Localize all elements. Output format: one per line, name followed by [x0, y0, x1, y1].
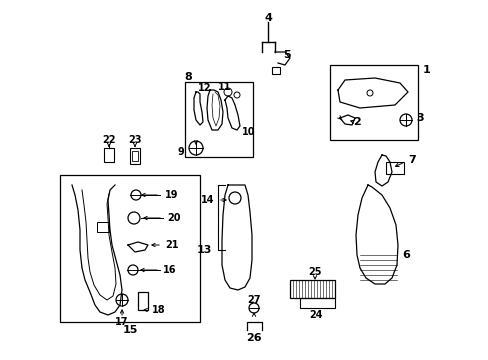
Bar — [138, 292, 148, 310]
Bar — [329, 65, 417, 140]
Text: 19: 19 — [164, 190, 178, 200]
Text: 23: 23 — [128, 135, 142, 145]
Text: 4: 4 — [264, 13, 271, 23]
Bar — [60, 175, 200, 322]
Text: 14: 14 — [200, 195, 214, 205]
Text: 18: 18 — [152, 305, 165, 315]
Text: 5: 5 — [283, 50, 290, 60]
Text: 27: 27 — [247, 295, 260, 305]
Bar — [132, 151, 138, 161]
Text: 22: 22 — [102, 135, 116, 145]
Text: 15: 15 — [122, 325, 138, 335]
Text: 21: 21 — [164, 240, 178, 250]
Bar — [130, 148, 140, 164]
Text: 6: 6 — [401, 250, 409, 260]
Text: 13: 13 — [196, 245, 212, 255]
Text: 7: 7 — [407, 155, 415, 165]
Text: 2: 2 — [352, 117, 360, 127]
Bar — [299, 298, 334, 308]
Bar — [104, 148, 114, 162]
Text: 1: 1 — [422, 65, 430, 75]
Bar — [271, 67, 280, 74]
Text: 11: 11 — [218, 82, 231, 92]
Text: 17: 17 — [115, 317, 128, 327]
Text: 20: 20 — [167, 213, 180, 223]
Bar — [289, 280, 334, 298]
Bar — [385, 162, 403, 174]
Bar — [184, 82, 252, 157]
Text: 9: 9 — [177, 147, 183, 157]
Text: 24: 24 — [308, 310, 322, 320]
Text: 12: 12 — [198, 83, 211, 93]
Bar — [97, 222, 109, 232]
Text: 10: 10 — [242, 127, 255, 137]
Text: 3: 3 — [415, 113, 423, 123]
Text: 16: 16 — [163, 265, 176, 275]
Text: 25: 25 — [307, 267, 321, 277]
Text: 26: 26 — [245, 333, 261, 343]
Text: 8: 8 — [183, 72, 191, 82]
